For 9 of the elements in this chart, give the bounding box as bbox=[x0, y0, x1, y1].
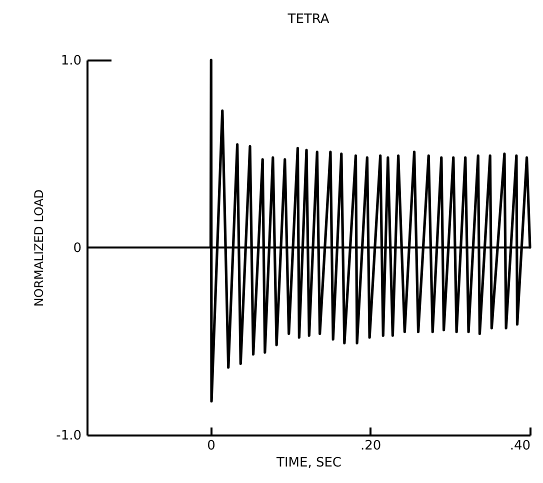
y-tick-label: 1.0 bbox=[60, 54, 82, 68]
x-tick-label: 0 bbox=[207, 438, 216, 454]
x-tick-label: .20 bbox=[360, 438, 382, 454]
x-axis-title: TIME, SEC bbox=[275, 456, 342, 470]
y-tick-label: 0 bbox=[73, 241, 82, 256]
x-tick-label: .40 bbox=[510, 438, 530, 454]
y-tick-label: -1.0 bbox=[56, 428, 82, 444]
y-axis-title: NORMALIZED LOAD bbox=[32, 189, 46, 307]
chart-title: TETRA bbox=[286, 12, 330, 27]
